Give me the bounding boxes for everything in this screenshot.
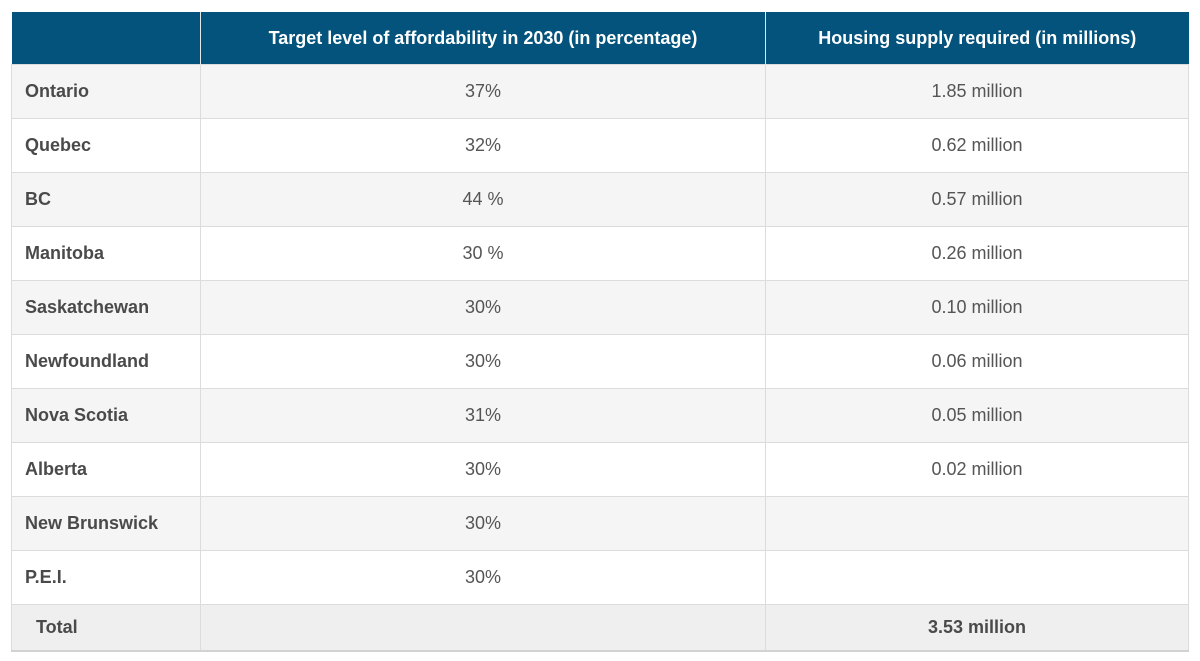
- header-row: Target level of affordability in 2030 (i…: [11, 12, 1189, 65]
- supply-cell: 0.05 million: [765, 388, 1189, 443]
- table-row: Ontario 37% 1.85 million: [11, 64, 1189, 119]
- supply-cell: 0.26 million: [765, 226, 1189, 281]
- header-housing-supply: Housing supply required (in millions): [765, 12, 1189, 65]
- target-cell: 37%: [200, 64, 766, 119]
- table-header: Target level of affordability in 2030 (i…: [11, 12, 1189, 65]
- table-row: Nova Scotia 31% 0.05 million: [11, 388, 1189, 443]
- table-row: BC 44 % 0.57 million: [11, 172, 1189, 227]
- supply-cell: 1.85 million: [765, 64, 1189, 119]
- province-cell: Ontario: [11, 64, 201, 119]
- supply-cell: 0.62 million: [765, 118, 1189, 173]
- total-supply-cell: 3.53 million: [765, 604, 1189, 652]
- target-cell: 30%: [200, 496, 766, 551]
- target-cell: 44 %: [200, 172, 766, 227]
- province-cell: P.E.I.: [11, 550, 201, 605]
- table-row: Saskatchewan 30% 0.10 million: [11, 280, 1189, 335]
- target-cell: 30%: [200, 334, 766, 389]
- supply-cell: 0.57 million: [765, 172, 1189, 227]
- province-cell: Quebec: [11, 118, 201, 173]
- table-row: P.E.I. 30%: [11, 550, 1189, 605]
- target-cell: 31%: [200, 388, 766, 443]
- table-row: New Brunswick 30%: [11, 496, 1189, 551]
- table-body: Ontario 37% 1.85 million Quebec 32% 0.62…: [11, 64, 1189, 652]
- target-cell: 30%: [200, 442, 766, 497]
- province-cell: Saskatchewan: [11, 280, 201, 335]
- target-cell: 32%: [200, 118, 766, 173]
- target-cell: 30%: [200, 550, 766, 605]
- province-cell: New Brunswick: [11, 496, 201, 551]
- table-row: Manitoba 30 % 0.26 million: [11, 226, 1189, 281]
- supply-cell: 0.02 million: [765, 442, 1189, 497]
- target-cell: 30%: [200, 280, 766, 335]
- supply-cell: [765, 550, 1189, 605]
- province-cell: Nova Scotia: [11, 388, 201, 443]
- header-province: [11, 12, 201, 65]
- table-row: Quebec 32% 0.62 million: [11, 118, 1189, 173]
- total-row: Total 3.53 million: [11, 604, 1189, 652]
- table-row: Newfoundland 30% 0.06 million: [11, 334, 1189, 389]
- province-cell: Manitoba: [11, 226, 201, 281]
- province-cell: BC: [11, 172, 201, 227]
- supply-cell: [765, 496, 1189, 551]
- total-label: Total: [11, 604, 201, 652]
- supply-cell: 0.06 million: [765, 334, 1189, 389]
- target-cell: 30 %: [200, 226, 766, 281]
- housing-affordability-table-container: Target level of affordability in 2030 (i…: [11, 12, 1189, 652]
- supply-cell: 0.10 million: [765, 280, 1189, 335]
- total-target-cell: [200, 604, 766, 652]
- header-target-affordability: Target level of affordability in 2030 (i…: [200, 12, 766, 65]
- table-row: Alberta 30% 0.02 million: [11, 442, 1189, 497]
- province-cell: Alberta: [11, 442, 201, 497]
- housing-affordability-table: Target level of affordability in 2030 (i…: [11, 12, 1189, 652]
- province-cell: Newfoundland: [11, 334, 201, 389]
